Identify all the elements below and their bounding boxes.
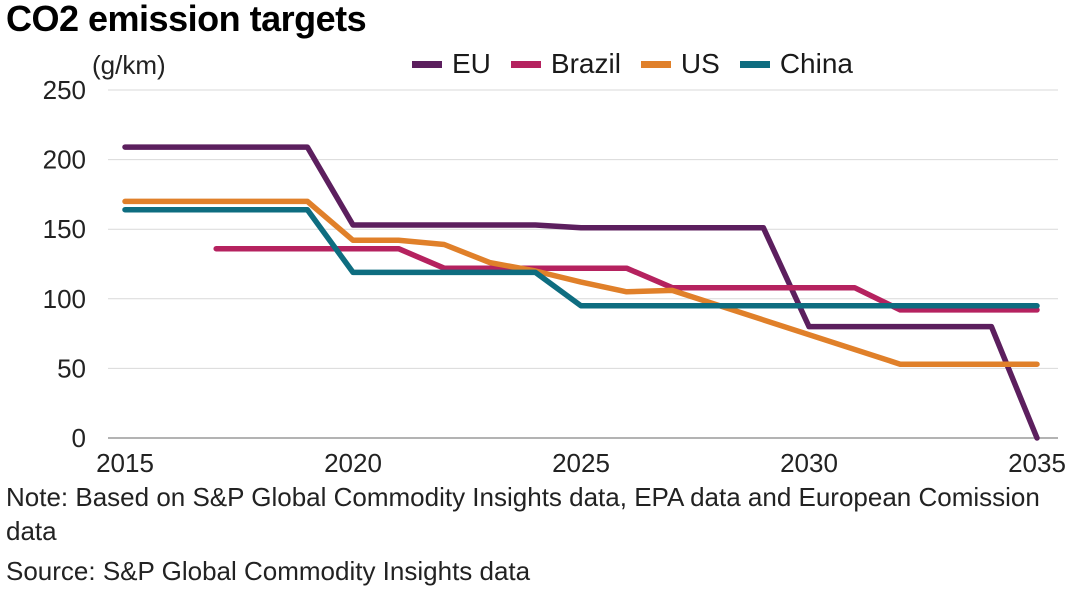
legend: EU Brazil US China	[412, 48, 873, 80]
legend-item-china: China	[739, 48, 853, 80]
line-chart: 0 50 100 150 200 250 2015 2020 2025 2030 2035	[43, 75, 1066, 478]
legend-swatch-china	[739, 60, 770, 68]
x-tick-label-2015: 2015	[96, 448, 154, 478]
y-axis-unit-label: (g/km)	[92, 50, 166, 80]
legend-swatch-brazil	[510, 60, 541, 68]
chart-source: Source: S&P Global Commodity Insights da…	[6, 556, 531, 586]
legend-swatch-us	[640, 60, 671, 68]
legend-item-us: US	[640, 48, 720, 80]
y-tick-label-250: 250	[43, 75, 86, 105]
x-tick-label-2025: 2025	[552, 448, 610, 478]
chart-note: Note: Based on S&P Global Commodity Insi…	[6, 482, 1040, 546]
x-tick-label-2030: 2030	[780, 448, 838, 478]
series-line-us	[122, 198, 1040, 367]
legend-item-eu: EU	[412, 48, 491, 80]
legend-label-us: US	[680, 48, 720, 79]
y-tick-label-0: 0	[72, 423, 86, 453]
y-tick-label-150: 150	[43, 214, 86, 244]
chart-title: CO2 emission targets	[6, 0, 367, 39]
legend-item-brazil: Brazil	[510, 48, 621, 80]
x-tick-label-2020: 2020	[324, 448, 382, 478]
legend-label-eu: EU	[452, 48, 491, 79]
x-tick-label-2035: 2035	[1008, 448, 1066, 478]
legend-label-china: China	[779, 48, 853, 79]
legend-swatch-eu	[412, 60, 442, 68]
legend-label-brazil: Brazil	[550, 48, 621, 79]
series-line-china	[122, 206, 1040, 309]
y-tick-label-50: 50	[57, 353, 86, 383]
y-tick-label-100: 100	[43, 284, 86, 314]
series-line-eu	[122, 144, 1040, 441]
y-tick-label-200: 200	[43, 145, 86, 175]
